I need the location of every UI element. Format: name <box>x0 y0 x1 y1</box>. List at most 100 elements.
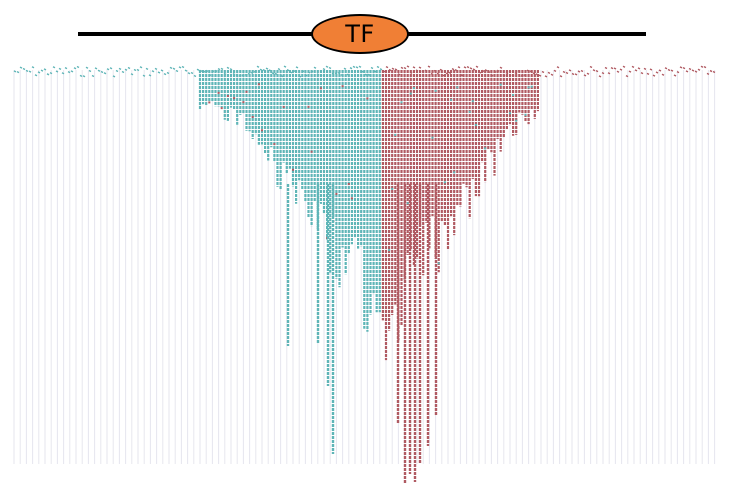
branch-tip <box>265 67 269 70</box>
branch-tip <box>91 74 95 78</box>
branch-fleck <box>366 97 369 100</box>
branch-tip <box>466 66 470 69</box>
branch-tip <box>703 65 707 69</box>
branch-tip <box>709 69 713 73</box>
branch-tip <box>685 70 689 73</box>
branch-tip <box>154 67 158 70</box>
branch-tip <box>337 71 341 75</box>
branch-fleck <box>474 124 477 126</box>
branch-tip <box>589 65 593 69</box>
branch-tip <box>691 69 695 72</box>
branch-tip <box>94 67 98 70</box>
branch-tip <box>55 70 59 73</box>
branch-tip <box>613 67 617 70</box>
branch-tip <box>706 72 710 76</box>
branch-tip <box>598 75 602 78</box>
branch-tip <box>379 68 383 71</box>
branch-fleck <box>499 83 502 86</box>
branch-tip <box>568 69 572 72</box>
branch-tip <box>178 66 182 69</box>
branch-tip <box>571 72 575 76</box>
branch-tip <box>601 71 605 75</box>
branch-tip <box>103 72 107 75</box>
branch-fleck <box>341 85 344 88</box>
branch-tip <box>532 72 536 75</box>
branch-tip <box>649 68 653 71</box>
branch-fleck <box>530 85 533 88</box>
branch-tip <box>550 73 554 76</box>
header-rule-right <box>406 32 646 36</box>
branch-tip <box>625 74 629 78</box>
branch-tip <box>616 70 620 73</box>
branch-fleck <box>409 92 412 95</box>
branch-tip <box>586 72 590 75</box>
branch-tip <box>676 71 680 74</box>
branch-fleck <box>471 100 474 103</box>
branch-tip <box>472 68 476 71</box>
branch-fleck <box>406 202 409 205</box>
branch-tip <box>553 69 557 73</box>
branch-fleck <box>437 262 440 265</box>
branch-fleck <box>310 150 313 153</box>
branch-tip <box>97 69 101 72</box>
branch-tip <box>643 67 647 70</box>
branch-tip <box>181 65 185 69</box>
branch-tip <box>712 70 716 74</box>
branch-fleck <box>434 89 437 92</box>
branch-tip <box>133 68 137 72</box>
branch-tip <box>583 74 587 77</box>
branch-tip <box>139 66 143 69</box>
branch-tip <box>412 66 416 69</box>
branch-tip <box>370 66 374 70</box>
branch-fleck <box>412 87 415 90</box>
branch-tip <box>661 73 665 76</box>
branch-tip <box>82 75 86 78</box>
branch-tip <box>328 66 332 70</box>
branch-tip <box>592 69 596 72</box>
branch-tip <box>391 67 395 70</box>
branch-tip <box>640 71 644 75</box>
branch-fleck <box>400 101 403 104</box>
branch-fleck <box>319 87 322 90</box>
branch-tip <box>634 69 638 72</box>
branch-tip <box>664 67 668 70</box>
branch-tip <box>670 69 674 72</box>
branch-tip <box>394 68 398 71</box>
branch-fleck <box>431 136 434 139</box>
branch-tip <box>58 67 62 70</box>
branch-tip <box>400 66 404 69</box>
branch-tip <box>16 70 20 74</box>
branch-tip <box>403 67 407 70</box>
branch-tip <box>13 70 17 73</box>
branch-fleck <box>251 116 254 118</box>
branch-tip <box>31 66 35 69</box>
title-badge: TF <box>311 14 409 54</box>
branch-tip <box>574 73 578 76</box>
branch-fleck <box>307 105 310 108</box>
branch-tip <box>499 66 503 69</box>
branch-fleck <box>450 98 453 101</box>
branch-tip <box>163 72 167 76</box>
branch-tip <box>118 67 122 70</box>
branch-tip <box>559 75 563 78</box>
branch-tip <box>130 73 134 76</box>
branch-fleck <box>524 113 527 116</box>
branch-fleck <box>261 129 263 132</box>
branch-tip <box>193 74 197 78</box>
title-text: TF <box>345 20 375 48</box>
branch-tip <box>334 72 338 75</box>
branch-tip <box>19 66 23 69</box>
branch-tip <box>556 66 560 69</box>
branch-tip <box>541 70 545 74</box>
branch-tip <box>43 68 47 71</box>
branch-fleck <box>484 147 487 150</box>
tree-diagram <box>13 65 716 484</box>
branch-fleck <box>226 95 229 97</box>
branch-tip <box>325 65 329 68</box>
branch-fleck <box>391 187 394 190</box>
branch-tip <box>22 67 26 71</box>
branch-tip <box>463 66 467 69</box>
branch-tip <box>109 67 113 70</box>
branch-tip <box>655 71 659 74</box>
branch-tip <box>40 69 44 72</box>
